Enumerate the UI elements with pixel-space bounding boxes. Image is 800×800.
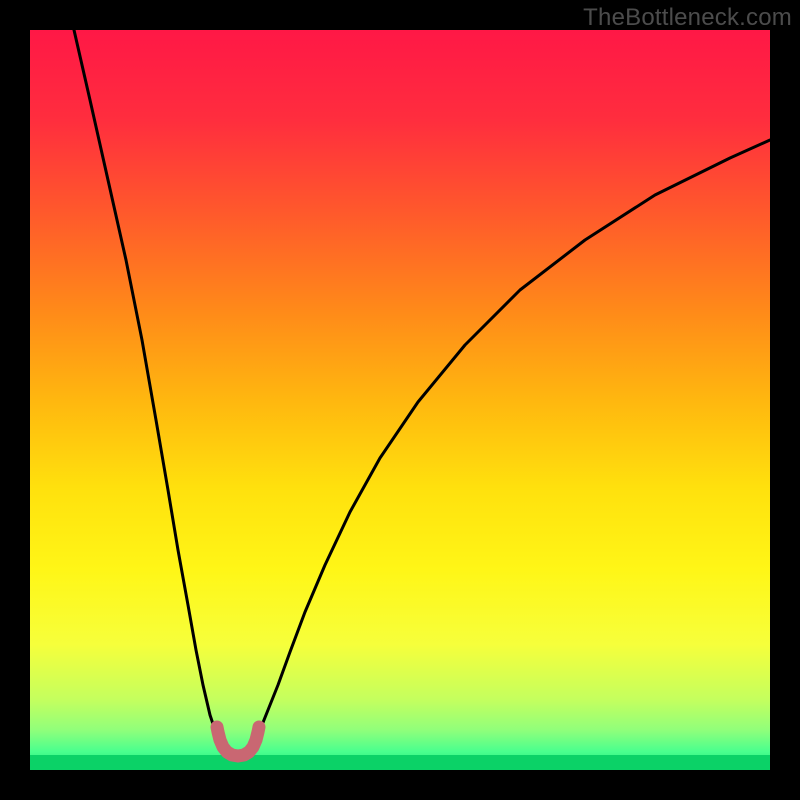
watermark-text: TheBottleneck.com [583, 4, 792, 32]
chart-stage: TheBottleneck.com [0, 0, 800, 800]
baseline-bar [30, 755, 770, 770]
plot-background [30, 30, 770, 770]
chart-svg [0, 0, 800, 800]
